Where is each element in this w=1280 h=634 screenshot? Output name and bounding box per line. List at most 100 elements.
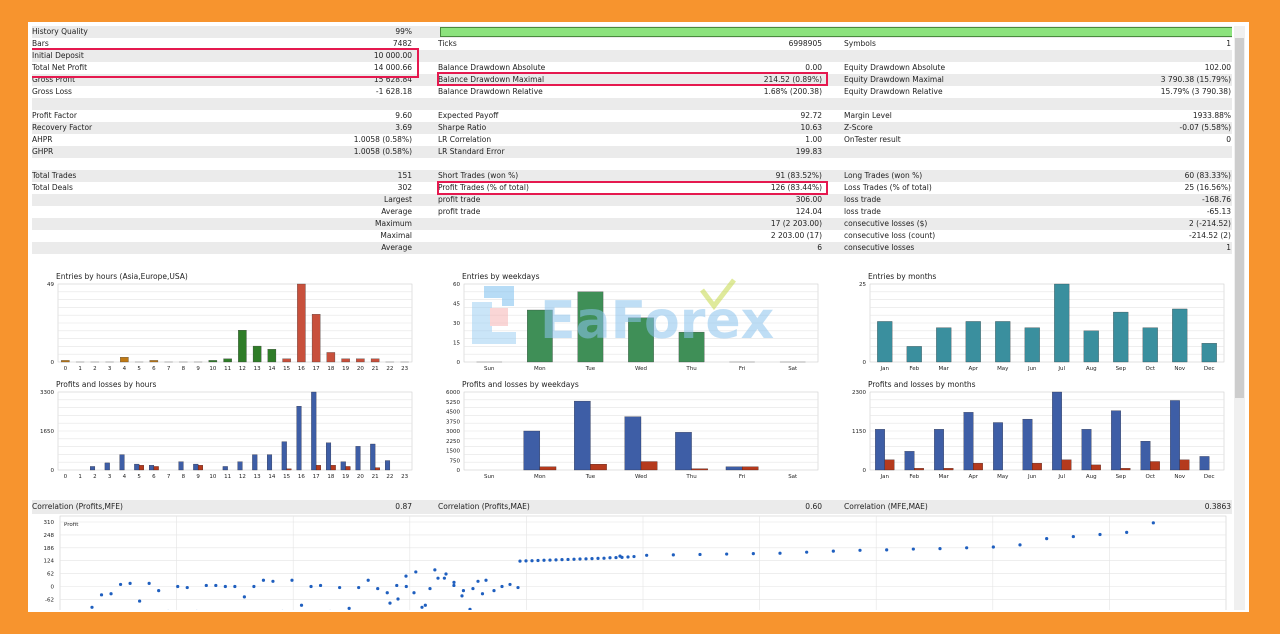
x-tick-label: 9 <box>196 474 200 480</box>
scatter-point <box>885 548 889 552</box>
x-tick-label: Mar <box>939 366 950 372</box>
scatter-point <box>548 558 552 562</box>
x-tick-label: Wed <box>635 474 647 480</box>
stats-row: Bars 7482 Ticks 6998905 Symbols 1 <box>32 38 1232 50</box>
scatter-point <box>471 586 475 591</box>
stats-row: Maximum 17 (2 203.00) consecutive losses (… <box>32 218 1232 230</box>
y-tick-label: 0 <box>863 468 867 474</box>
gross-profit-label: Gross Profit <box>32 75 76 84</box>
highlight-profit-trades-box <box>437 181 828 195</box>
x-tick-label: 9 <box>196 366 200 372</box>
x-tick-label: 18 <box>327 366 334 372</box>
x-tick-label: 8 <box>182 474 186 480</box>
long-trades-label: Long Trades (won %) <box>844 171 923 180</box>
bar <box>577 291 604 363</box>
y-tick-label: 6000 <box>446 390 460 396</box>
bar <box>936 327 952 363</box>
lr-correlation-label: LR Correlation <box>438 135 492 144</box>
x-tick-label: 3 <box>108 474 112 480</box>
y-tick-label: 45 <box>453 302 460 308</box>
bar <box>326 352 336 363</box>
y-tick-label: 3000 <box>446 429 460 435</box>
scatter-point <box>90 605 94 609</box>
history-quality-bar <box>440 27 1232 37</box>
x-tick-label: 14 <box>268 366 275 372</box>
stats-row: Gross Loss -1 628.18 Balance Drawdown Rela… <box>32 86 1232 98</box>
vertical-scrollbar[interactable] <box>1234 26 1245 610</box>
scatter-point <box>536 558 540 563</box>
bar <box>311 314 321 363</box>
scatter-point <box>1125 530 1129 535</box>
profit-bar <box>104 462 110 471</box>
bal-dd-max-label: Balance Drawdown Maximal <box>438 75 545 84</box>
x-tick-label: 20 <box>357 474 364 480</box>
y-tick-label: 2250 <box>446 439 460 445</box>
profit-bar <box>311 391 317 471</box>
scatter-point <box>404 584 408 589</box>
loss-bar <box>973 463 983 471</box>
profit-bar <box>119 454 125 471</box>
x-tick-label: Apr <box>968 474 978 480</box>
loss-bar <box>640 461 658 471</box>
x-tick-label: May <box>997 366 1009 372</box>
profit-bar <box>267 454 273 471</box>
scatter-point <box>751 552 755 556</box>
y-tick-label: 248 <box>44 533 55 539</box>
largest-label: Largest <box>384 195 412 204</box>
y-tick-label: 49 <box>47 282 54 288</box>
profit-bar <box>1140 441 1151 471</box>
loss-bar <box>345 466 351 471</box>
lr-std-error-value: 199.83 <box>795 147 822 156</box>
x-tick-label: 16 <box>298 474 305 480</box>
scatter-point <box>590 557 594 561</box>
total-trades-value: 151 <box>397 171 412 180</box>
short-trades-value: 91 (83.52%) <box>775 171 822 180</box>
eq-dd-rel-value: 15.79% (3 790.38) <box>1160 87 1231 96</box>
x-tick-label: 8 <box>182 366 186 372</box>
highlight-deposit-box <box>32 48 419 78</box>
bar <box>1024 327 1040 363</box>
scatter-point <box>461 589 466 593</box>
loss-bar <box>914 468 924 471</box>
x-tick-label: 0 <box>64 366 68 372</box>
x-tick-label: 21 <box>372 474 379 480</box>
corr-profits-mae-label: Correlation (Profits,MAE) <box>438 502 530 511</box>
bars-label: Bars <box>32 39 49 48</box>
x-tick-label: Oct <box>1145 366 1155 372</box>
scatter-point <box>632 554 636 559</box>
x-tick-label: 10 <box>209 474 216 480</box>
stats-row: Average 6 consecutive losses 1 <box>32 242 1232 254</box>
x-tick-label: Tue <box>585 474 596 480</box>
y-tick-label: 0 <box>51 360 55 366</box>
loss-bar <box>691 468 708 471</box>
scatter-point <box>1071 534 1075 539</box>
x-tick-label: 12 <box>239 366 246 372</box>
strategy-report-panel: History Quality 99% Bars 7482 Ticks 6998905 Sy… <box>32 26 1232 610</box>
bars-value: 7482 <box>392 39 412 48</box>
ghpr-value: 1.0058 (0.58%) <box>353 147 412 156</box>
y-tick-label: 1500 <box>446 449 460 455</box>
y-tick-label: 310 <box>44 520 55 526</box>
bal-dd-abs-value: 0.00 <box>805 63 822 72</box>
bar <box>341 358 350 363</box>
scatter-point <box>778 551 782 555</box>
scatter-point <box>261 578 266 582</box>
y-tick-label: 0 <box>51 585 55 591</box>
scrollbar-thumb[interactable] <box>1235 38 1244 398</box>
profit-bar <box>1081 429 1092 471</box>
expected-payoff-value: 92.72 <box>800 111 822 120</box>
x-tick-label: Jul <box>1057 474 1065 480</box>
x-tick-label: 13 <box>254 366 261 372</box>
eq-dd-max-label: Equity Drawdown Maximal <box>844 75 944 84</box>
scatter-point <box>318 583 323 588</box>
x-tick-label: Jul <box>1057 366 1065 372</box>
recovery-factor-value: 3.69 <box>395 123 412 132</box>
maximal-loss-label: consecutive loss (count) <box>844 231 936 240</box>
y-tick-label: 30 <box>453 321 460 327</box>
chart-title: Entries by weekdays <box>462 272 540 281</box>
x-tick-label: 5 <box>137 366 141 372</box>
x-tick-label: 13 <box>254 474 261 480</box>
